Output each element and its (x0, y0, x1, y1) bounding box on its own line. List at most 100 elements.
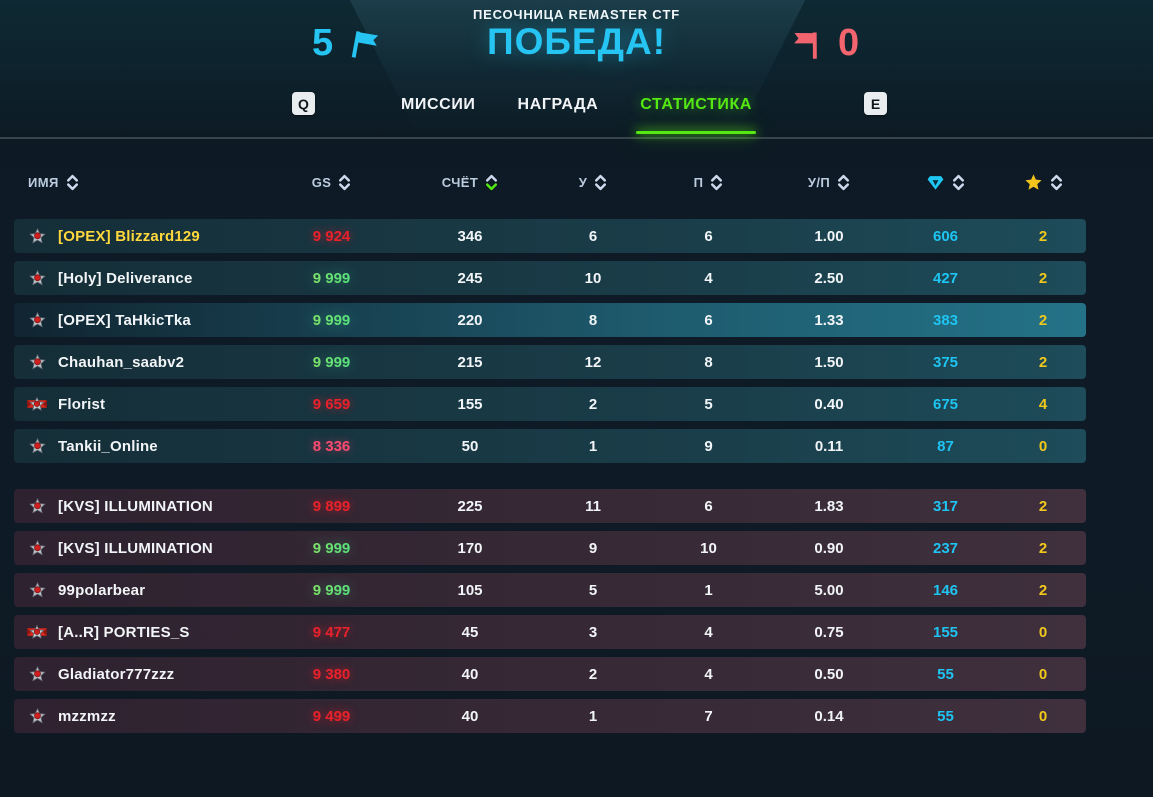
deaths-value: 6 (704, 497, 713, 515)
score-value: 215 (457, 353, 483, 371)
gs-value: 9 924 (312, 227, 351, 245)
table-row[interactable]: Chauhan_saabv2 9 999 215 12 8 1.50 375 2 (14, 345, 1086, 379)
player-cell: [Holy] Deliverance (14, 268, 259, 288)
gs-value: 9 999 (259, 582, 404, 599)
tab-reward[interactable]: НАГРАДА (517, 96, 599, 113)
column-header-deaths[interactable]: П (650, 174, 767, 191)
shield-value: 155 (932, 623, 959, 641)
column-header-stars[interactable] (1000, 173, 1086, 192)
gs-value: 9 380 (312, 665, 351, 683)
score-value: 220 (457, 311, 483, 329)
kd-value: 2.50 (814, 269, 844, 287)
player-name: 99polarbear (58, 581, 146, 599)
red-flag-icon (794, 32, 817, 59)
table-row[interactable]: Gladiator777zzz 9 380 40 2 4 0.50 55 0 (14, 657, 1086, 691)
gs-value: 9 999 (259, 540, 404, 557)
stars-value: 2 (1038, 311, 1048, 329)
key-hint-q[interactable]: Q (292, 92, 315, 115)
blue-team-score: 5 (312, 22, 381, 65)
deaths-value: 7 (704, 707, 713, 725)
gs-value: 9 999 (259, 312, 404, 329)
sort-icon (711, 174, 723, 190)
table-row[interactable]: mzzmzz 9 499 40 1 7 0.14 55 0 (14, 699, 1086, 733)
red-team-score: 0 (790, 22, 859, 65)
kd-value: 1.33 (814, 311, 844, 329)
column-header-score[interactable]: СЧЁТ (404, 174, 536, 191)
key-hint-e[interactable]: E (864, 92, 887, 115)
score-value: 50 (461, 437, 479, 455)
shield-value: 427 (932, 269, 959, 287)
stars-value: 2 (1038, 497, 1048, 515)
deaths-value: 4 (704, 269, 713, 287)
table-row[interactable]: [KVS] ILLUMINATION 9 899 225 11 6 1.83 3… (14, 489, 1086, 523)
rank-star-icon (26, 310, 48, 330)
player-name: [OPEX] Blizzard129 (58, 227, 200, 245)
score-value: 40 (461, 707, 479, 725)
column-header-name[interactable]: ИМЯ (14, 174, 259, 191)
score-value: 45 (461, 623, 479, 641)
column-header-kills[interactable]: У (536, 174, 650, 191)
table-row[interactable]: [A..R] PORTIES_S 9 477 45 3 4 0.75 155 0 (14, 615, 1086, 649)
kd-value: 0.14 (814, 707, 844, 725)
stars-value: 2 (1038, 581, 1048, 599)
blue-team-table: [OPEX] Blizzard129 9 924 346 6 6 1.00 60… (14, 219, 1086, 463)
shield-value: 383 (932, 311, 959, 329)
shield-value: 606 (932, 227, 959, 245)
score-value: 225 (457, 497, 483, 515)
kd-value: 0.11 (814, 437, 844, 455)
gs-value: 9 999 (259, 354, 404, 371)
stars-value: 0 (1038, 437, 1048, 455)
kills-value: 9 (588, 539, 598, 557)
tab-missions[interactable]: МИССИИ (401, 96, 476, 113)
tab-statistics[interactable]: СТАТИСТИКА (636, 94, 756, 134)
table-row[interactable]: [OPEX] Blizzard129 9 924 346 6 6 1.00 60… (14, 219, 1086, 253)
table-row[interactable]: 99polarbear 9 999 105 5 1 5.00 146 2 (14, 573, 1086, 607)
player-cell: [OPEX] Blizzard129 (14, 226, 259, 246)
deaths-value: 4 (704, 665, 713, 683)
shield-value: 317 (932, 497, 959, 515)
player-cell: [KVS] ILLUMINATION (14, 496, 259, 516)
table-header-row: ИМЯ GS СЧЁТ У П У/П (14, 167, 1086, 197)
star-icon (1024, 173, 1042, 190)
rank-star-icon (26, 664, 48, 684)
blue-score-value: 5 (312, 22, 334, 64)
table-row[interactable]: [Holy] Deliverance 9 999 245 10 4 2.50 4… (14, 261, 1086, 295)
player-name: mzzmzz (58, 707, 116, 725)
column-header-gs[interactable]: GS (259, 174, 404, 191)
player-name: [KVS] ILLUMINATION (58, 497, 213, 515)
deaths-value: 6 (704, 311, 713, 329)
table-row[interactable]: [OPEX] TaHkicTka 9 999 220 8 6 1.33 383 … (14, 303, 1086, 337)
kills-value: 3 (588, 623, 598, 641)
shield-value: 675 (932, 395, 959, 413)
stars-value: 4 (1038, 395, 1048, 413)
table-row[interactable]: Florist 9 659 155 2 5 0.40 675 4 (14, 387, 1086, 421)
rank-star-icon (26, 436, 48, 456)
red-team-table: [KVS] ILLUMINATION 9 899 225 11 6 1.83 3… (14, 489, 1086, 733)
red-score-value: 0 (838, 22, 860, 64)
stars-value: 0 (1038, 665, 1048, 683)
table-row[interactable]: [KVS] ILLUMINATION 9 999 170 9 10 0.90 2… (14, 531, 1086, 565)
kills-value: 2 (588, 395, 598, 413)
kills-value: 1 (588, 437, 598, 455)
blue-flag-icon (351, 30, 379, 58)
player-name: [Holy] Deliverance (58, 269, 193, 287)
column-header-gem[interactable] (891, 173, 1000, 192)
deaths-value: 10 (700, 539, 717, 557)
header-divider (0, 137, 1153, 139)
kills-value: 12 (584, 353, 602, 371)
deaths-value: 5 (704, 395, 713, 413)
score-value: 346 (457, 227, 483, 245)
kd-value: 1.83 (814, 497, 844, 515)
player-cell: 99polarbear (14, 580, 259, 600)
player-cell: Tankii_Online (14, 436, 259, 456)
stars-value: 0 (1038, 707, 1048, 725)
rank-star-icon (26, 352, 48, 372)
kills-value: 2 (588, 665, 598, 683)
score-value: 105 (457, 581, 483, 599)
table-row[interactable]: Tankii_Online 8 336 50 1 9 0.11 87 0 (14, 429, 1086, 463)
player-name: Gladiator777zzz (58, 665, 175, 683)
column-header-kd[interactable]: У/П (767, 174, 891, 191)
shield-value: 87 (937, 437, 954, 455)
player-name: Tankii_Online (58, 437, 158, 455)
